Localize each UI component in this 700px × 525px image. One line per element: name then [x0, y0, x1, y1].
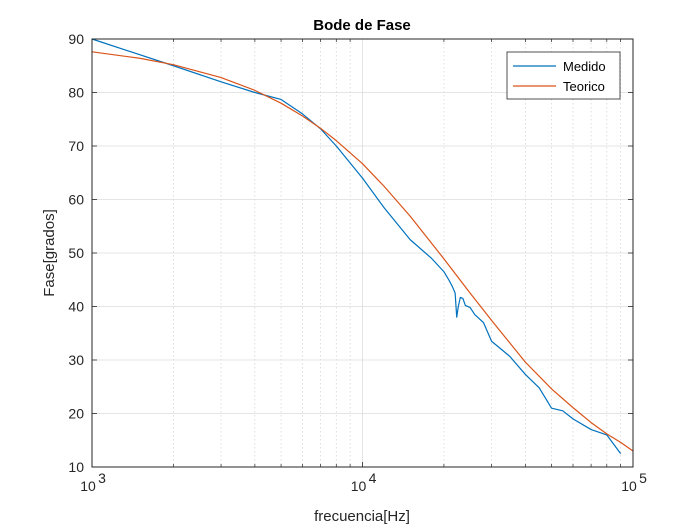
- y-tick-label: 30: [68, 352, 84, 368]
- x-tick-label: 10: [351, 478, 367, 494]
- legend: Medido Teorico: [506, 51, 621, 100]
- y-tick-label: 60: [68, 192, 84, 208]
- y-tick-label: 50: [68, 245, 84, 261]
- y-tick-label: 10: [68, 459, 84, 475]
- y-tick-label: 70: [68, 138, 84, 154]
- x-tick-exponent: 3: [98, 470, 106, 486]
- y-axis-label: Fase[grados]: [41, 209, 58, 297]
- y-tick-label: 20: [68, 406, 84, 422]
- x-tick-exponent: 4: [369, 470, 377, 486]
- legend-label-teorico: Teorico: [563, 79, 605, 94]
- series-lines: [91, 38, 634, 454]
- x-tick-label: 10: [80, 478, 96, 494]
- y-tick-label: 40: [68, 299, 84, 315]
- series-line-teorico: [91, 51, 634, 452]
- series-line-medido: [91, 38, 622, 454]
- legend-box: [506, 51, 621, 100]
- y-tick-label: 90: [68, 31, 84, 47]
- y-tick-label: 80: [68, 85, 84, 101]
- x-tick-label: 10: [621, 478, 637, 494]
- x-tick-exponent: 5: [639, 470, 647, 486]
- chart-title: Bode de Fase: [313, 17, 411, 34]
- x-axis-label: frecuencia[Hz]: [314, 508, 410, 525]
- legend-label-medido: Medido: [563, 59, 606, 74]
